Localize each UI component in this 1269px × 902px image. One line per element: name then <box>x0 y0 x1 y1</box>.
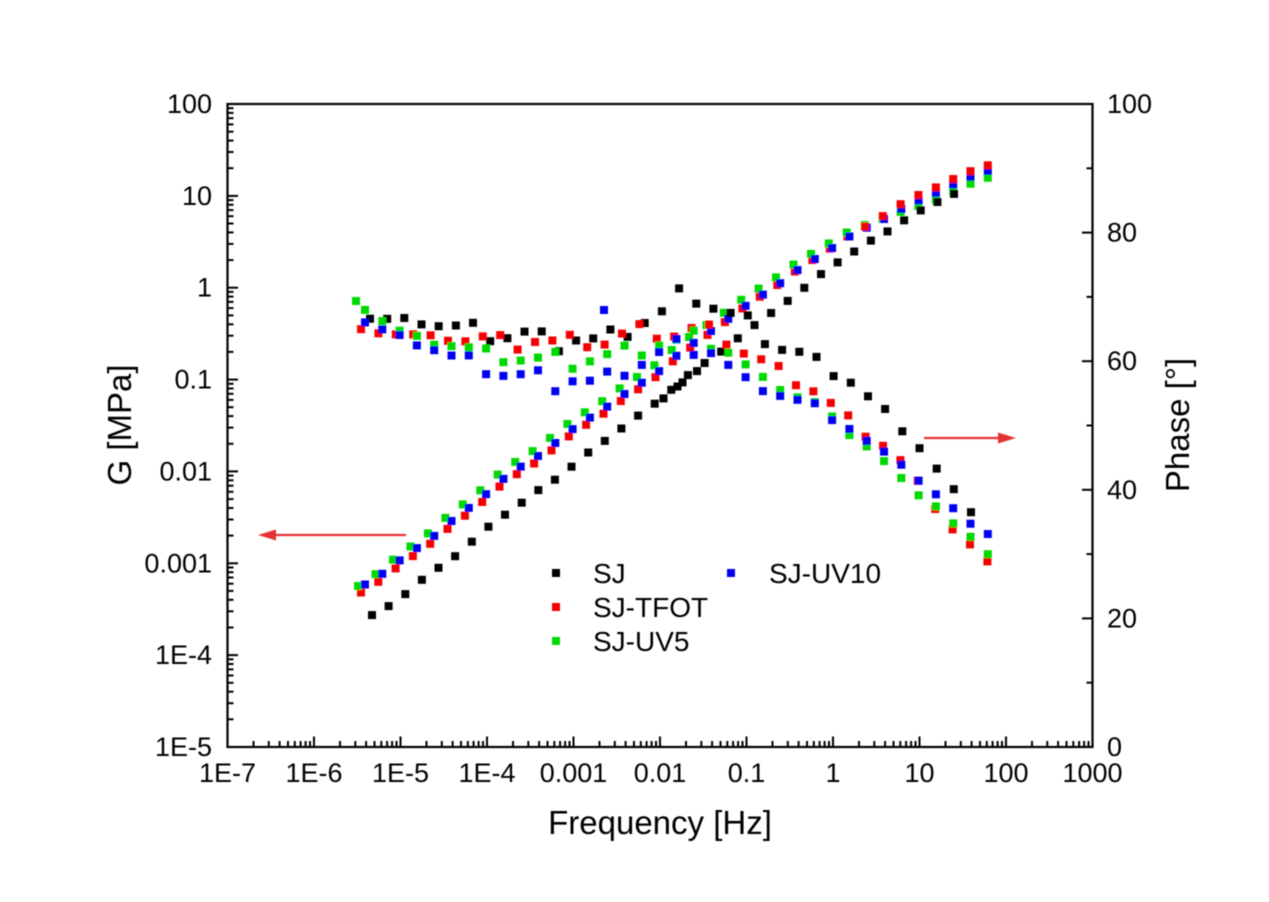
svg-text:0.01: 0.01 <box>159 456 212 486</box>
svg-text:0.01: 0.01 <box>634 758 687 788</box>
svg-text:Phase [°]: Phase [°] <box>1159 358 1196 492</box>
svg-text:40: 40 <box>1107 475 1137 505</box>
svg-text:G [MPa]: G [MPa] <box>101 364 138 485</box>
svg-text:1000: 1000 <box>1062 758 1122 788</box>
svg-text:0.001: 0.001 <box>144 548 212 578</box>
svg-text:1E-7: 1E-7 <box>199 758 256 788</box>
svg-text:SJ-TFOT: SJ-TFOT <box>593 592 708 623</box>
svg-text:80: 80 <box>1107 218 1137 248</box>
svg-text:10: 10 <box>182 181 212 211</box>
svg-text:0: 0 <box>1107 732 1122 762</box>
svg-text:1: 1 <box>825 758 840 788</box>
svg-text:20: 20 <box>1107 603 1137 633</box>
svg-text:1: 1 <box>197 273 212 303</box>
svg-text:SJ: SJ <box>593 558 626 589</box>
svg-text:10: 10 <box>904 758 934 788</box>
svg-text:0.001: 0.001 <box>540 758 608 788</box>
svg-text:SJ-UV10: SJ-UV10 <box>769 558 881 589</box>
svg-text:1E-5: 1E-5 <box>372 758 429 788</box>
svg-text:1E-4: 1E-4 <box>155 640 212 670</box>
svg-text:100: 100 <box>167 89 212 119</box>
svg-text:60: 60 <box>1107 346 1137 376</box>
svg-text:1E-6: 1E-6 <box>285 758 342 788</box>
svg-text:1E-4: 1E-4 <box>458 758 515 788</box>
svg-text:0.1: 0.1 <box>728 758 766 788</box>
svg-text:100: 100 <box>983 758 1028 788</box>
svg-text:0.1: 0.1 <box>174 365 212 395</box>
svg-text:100: 100 <box>1107 89 1152 119</box>
svg-text:SJ-UV5: SJ-UV5 <box>593 626 689 657</box>
svg-text:Frequency [Hz]: Frequency [Hz] <box>548 804 772 841</box>
svg-text:1E-5: 1E-5 <box>155 732 212 762</box>
